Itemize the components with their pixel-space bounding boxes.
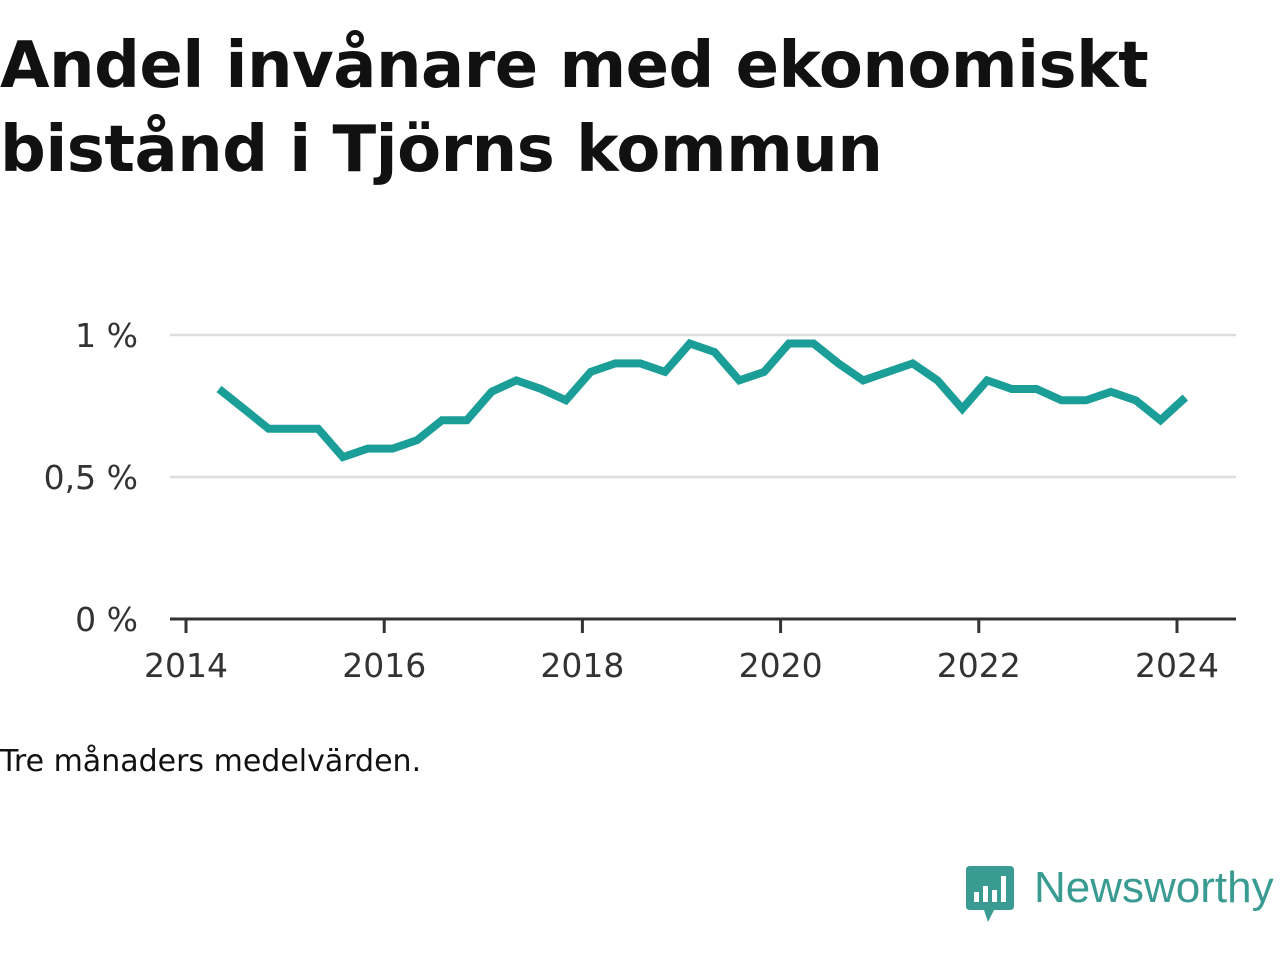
y-tick-label: 0,5 % [44, 458, 138, 497]
x-tick-label: 2022 [937, 646, 1021, 685]
series-layer [216, 338, 1189, 462]
x-tick-label: 2018 [540, 646, 624, 685]
x-tick-label: 2014 [144, 646, 228, 685]
chart-caption: Tre månaders medelvärden. [0, 744, 422, 779]
line-chart: 0 % 0,5 % 1 % 2014 2016 2018 2020 2022 2024 [44, 316, 1236, 685]
newsworthy-logo-icon [966, 866, 1014, 922]
x-tick-label: 2016 [342, 646, 426, 685]
series-line [216, 338, 1189, 462]
gridlines [170, 333, 1236, 479]
x-axis-labels: 2014 2016 2018 2020 2022 2024 [144, 646, 1219, 685]
newsworthy-logo: Newsworthy [964, 864, 1278, 928]
x-tick-label: 2020 [739, 646, 823, 685]
brand-name: Newsworthy [1034, 863, 1274, 912]
y-tick-label: 0 % [75, 600, 138, 639]
y-tick-label: 1 % [75, 316, 138, 355]
x-axis [170, 617, 1236, 633]
y-axis-labels: 0 % 0,5 % 1 % [44, 316, 138, 639]
x-tick-label: 2024 [1135, 646, 1219, 685]
chart-title: Andel invånare med ekonomiskt bistånd i … [0, 29, 1149, 187]
